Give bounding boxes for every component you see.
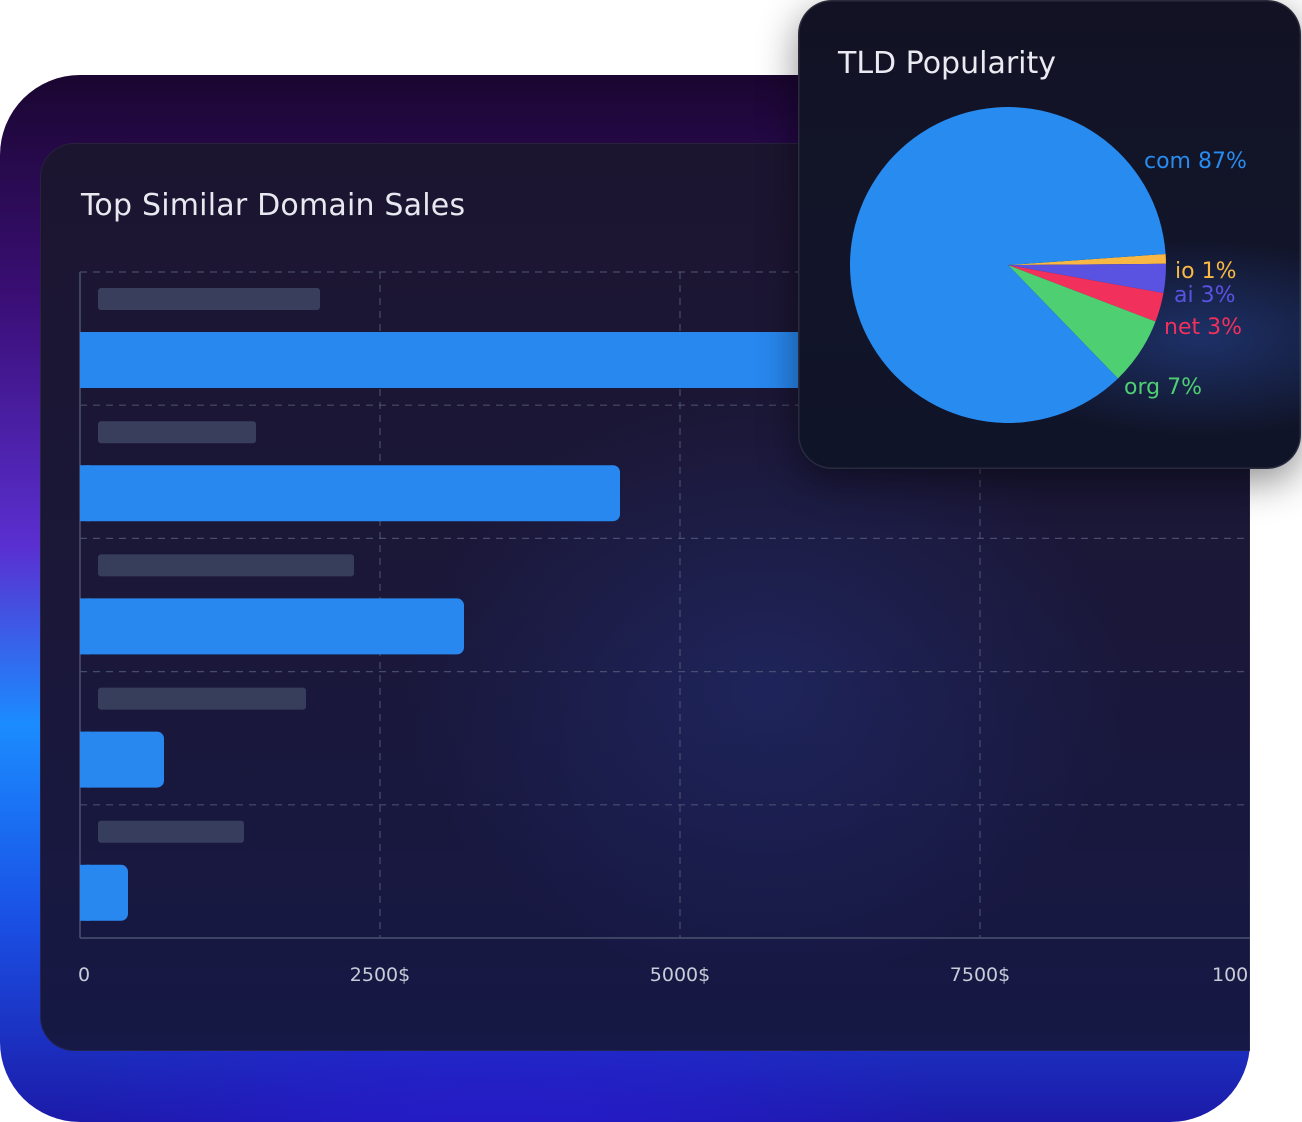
x-tick-label: 2500$ [350, 964, 410, 986]
x-tick-label: 0 [78, 964, 90, 986]
x-tick-label: 5000$ [650, 964, 710, 986]
pie-slice [1008, 253, 1166, 265]
bar-left-edge [80, 598, 90, 655]
category-label-placeholder [98, 820, 244, 843]
category-label-placeholder [98, 288, 320, 310]
category-label-placeholder [98, 554, 354, 577]
pie-chart-title: TLD Popularity [838, 46, 1057, 81]
bar [80, 731, 164, 788]
bar [80, 598, 464, 655]
pie-slice-label: com 87% [1144, 149, 1247, 174]
bar [80, 864, 128, 921]
bar-left-edge [80, 465, 90, 522]
category-label-placeholder [98, 687, 306, 710]
tld-popularity-card: TLD Popularity com 87% io 1% ai 3% net 3% or… [798, 0, 1301, 469]
pie-slice-label: org 7% [1124, 375, 1202, 400]
pie-slice [1008, 265, 1156, 379]
category-label-placeholder [98, 421, 256, 444]
pie-slice [1008, 263, 1166, 294]
tld-pie-chart: com 87% io 1%ai 3% net 3% org 7% [850, 107, 1247, 424]
bar-plot-area: 0 2500$ 5000$ 7500$ 100 [78, 271, 1250, 986]
pie-slice [850, 107, 1166, 424]
x-tick-label: 7500$ [950, 964, 1010, 986]
x-tick-label: 100 [1212, 964, 1248, 986]
bar-left-edge [80, 864, 90, 921]
pie-slice-label: ai 3% [1174, 283, 1236, 308]
bar-left-edge [80, 332, 90, 388]
bar [80, 465, 620, 522]
bar-left-edge [80, 731, 90, 788]
bar [80, 332, 968, 388]
bar-chart-title: Top Similar Domain Sales [81, 188, 466, 223]
pie-slice-label: net 3% [1164, 315, 1242, 340]
pie-slice-label: io 1% [1175, 259, 1236, 284]
pie-slice [1008, 265, 1164, 322]
